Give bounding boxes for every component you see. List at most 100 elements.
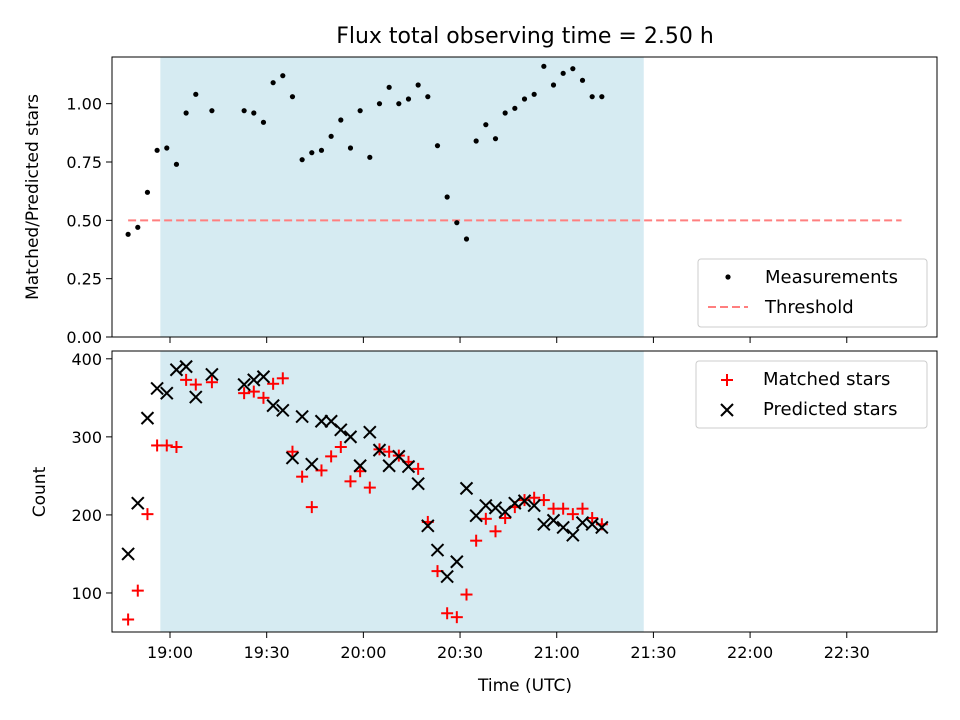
- predicted-star-point: [363, 425, 377, 439]
- measurement-point: [531, 91, 537, 97]
- measurement-point: [280, 73, 286, 79]
- predicted-star-point: [247, 373, 261, 387]
- matched-star-point: [557, 502, 570, 515]
- predicted-star-point: [488, 501, 503, 515]
- measurement-points: [125, 63, 605, 242]
- top-legend-box: [697, 258, 928, 328]
- predicted-star-point: [411, 476, 425, 491]
- measurement-point: [483, 122, 489, 128]
- matched-star-point: [334, 441, 347, 454]
- legend-matched-marker: [721, 374, 733, 386]
- measurement-point: [415, 82, 421, 88]
- x-tick-label: 20:30: [437, 643, 483, 662]
- measurement-point: [502, 110, 508, 116]
- top-observing-span: [160, 57, 644, 337]
- measurement-point: [328, 133, 334, 139]
- bottom-observing-span: [160, 351, 644, 632]
- measurement-point: [164, 145, 170, 151]
- predicted-star-point: [266, 398, 280, 413]
- measurement-point: [473, 138, 479, 144]
- predicted-star-point: [595, 520, 609, 535]
- measurement-point: [589, 94, 595, 100]
- measurement-point: [270, 80, 276, 86]
- measurement-point: [367, 154, 373, 160]
- measurement-point: [541, 63, 547, 69]
- measurement-point: [599, 94, 605, 100]
- matched-star-point: [566, 508, 579, 521]
- measurement-point: [347, 145, 354, 151]
- measurement-point: [492, 136, 499, 142]
- predicted-star-point: [276, 403, 290, 418]
- measurement-point: [289, 94, 296, 100]
- matched-star-point: [363, 481, 376, 494]
- measurement-point: [434, 143, 441, 149]
- matched-star-point: [160, 439, 173, 452]
- matched-star-point: [325, 450, 338, 463]
- x-axis-label: Time (UTC): [477, 676, 572, 696]
- x-tick-label: 19:00: [147, 643, 193, 662]
- measurement-point: [444, 194, 450, 200]
- predicted-star-point: [450, 555, 464, 569]
- matched-star-point: [170, 441, 183, 454]
- measurement-point: [550, 82, 557, 88]
- top-y-axis: 0.00 0.25 0.50 0.75 1.00: [66, 95, 112, 347]
- matched-star-point: [247, 385, 260, 398]
- matched-star-point: [441, 607, 454, 620]
- top-legend: Measurements Threshold: [697, 258, 928, 328]
- measurement-point: [135, 224, 141, 230]
- predicted-star-point: [508, 496, 522, 510]
- measurement-point: [251, 110, 257, 116]
- measurement-point: [357, 108, 363, 114]
- predicted-star-point: [556, 520, 570, 535]
- measurement-point: [396, 101, 402, 107]
- predicted-star-point: [285, 451, 300, 465]
- measurement-point: [338, 117, 344, 123]
- x-tick-label: 21:00: [534, 643, 580, 662]
- x-tick-label: 22:30: [824, 643, 870, 662]
- legend-predicted-marker: [720, 403, 734, 417]
- measurement-point: [260, 119, 267, 125]
- matched-star-point: [479, 512, 492, 525]
- predicted-star-point: [205, 367, 219, 382]
- measurement-point: [560, 70, 566, 76]
- matched-star-point: [238, 387, 251, 400]
- bottom-y-axis-label: Count: [30, 466, 50, 517]
- measurement-point: [183, 110, 189, 116]
- predicted-star-point: [189, 390, 203, 404]
- predicted-star-point: [121, 547, 135, 561]
- measurement-point: [241, 108, 247, 114]
- measurement-point: [454, 220, 460, 226]
- measurement-point: [209, 108, 215, 114]
- predicted-star-point: [131, 496, 145, 510]
- matched-star-point: [344, 475, 357, 488]
- predicted-star-point: [566, 528, 580, 542]
- top-axes-frame: [111, 56, 938, 338]
- legend-matched-label: Matched stars: [763, 369, 890, 390]
- top-y-tick-label: 0.50: [66, 211, 102, 230]
- legend-measurements-label: Measurements: [765, 267, 898, 288]
- matched-star-point: [276, 372, 289, 385]
- matched-star-point: [354, 465, 367, 478]
- legend-measurements-marker: [725, 274, 731, 280]
- top-y-tick-label: 0.00: [66, 328, 102, 347]
- measurement-point: [425, 94, 431, 100]
- top-y-axis-label: Matched/Predicted stars: [23, 94, 43, 300]
- measurement-point: [193, 91, 199, 97]
- predicted-star-point: [479, 498, 493, 513]
- measurement-point: [154, 147, 160, 153]
- measurement-point: [376, 101, 383, 107]
- top-y-tick-label: 0.75: [66, 153, 102, 172]
- bottom-y-tick-label: 200: [71, 506, 102, 525]
- chart-title: Flux total observing time = 2.50 h: [336, 24, 714, 49]
- predicted-star-point: [256, 370, 271, 384]
- bottom-x-axis: 19:00 19:30 20:00 20:30 21:00 21:30 22:00 22:30: [147, 632, 870, 662]
- predicted-star-point: [585, 517, 599, 531]
- predicted-star-point: [353, 459, 367, 473]
- predicted-star-point: [150, 381, 164, 396]
- predicted-star-point: [334, 423, 348, 437]
- matched-star-point: [296, 470, 309, 483]
- measurement-point: [299, 157, 305, 163]
- legend-threshold-label: Threshold: [764, 297, 854, 318]
- matched-star-point: [205, 376, 218, 389]
